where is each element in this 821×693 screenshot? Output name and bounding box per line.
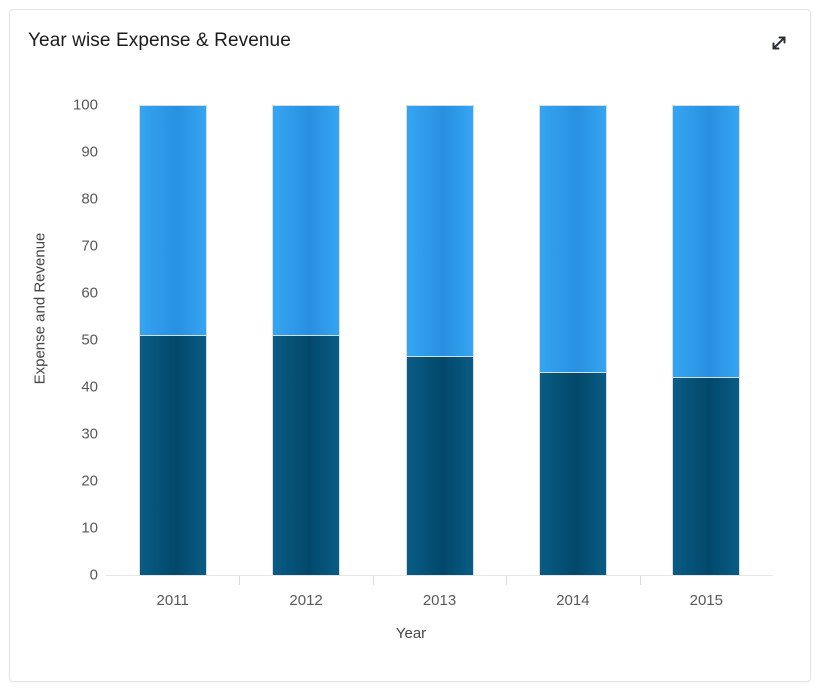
- bar-segment-expense-2014[interactable]: [538, 371, 607, 575]
- bar-group-2014[interactable]: [538, 105, 607, 575]
- x-axis-tick-mark: [506, 576, 508, 585]
- bar-group-2011[interactable]: [138, 105, 207, 575]
- bar-segment-revenue-2014[interactable]: [538, 105, 607, 372]
- bar-segment-expense-2015[interactable]: [672, 376, 741, 575]
- bar-segment-revenue-2015[interactable]: [672, 105, 741, 377]
- bar-segment-revenue-2011[interactable]: [138, 105, 207, 336]
- x-axis-tick-label: 2014: [556, 592, 590, 609]
- bar-group-2015[interactable]: [672, 105, 741, 575]
- expand-icon[interactable]: [762, 26, 796, 60]
- chart-plot-area: Expense and Revenue 0 10 20 30 40 50 60 70 80 90 1…: [10, 10, 812, 683]
- y-axis-tick-label: 70: [81, 237, 98, 255]
- x-axis-tick-mark: [372, 576, 374, 585]
- y-axis-tick-label: 10: [81, 519, 98, 537]
- x-axis-tick-label: 2013: [422, 592, 457, 609]
- x-axis-title: Year: [395, 625, 427, 642]
- bar-segment-expense-2013[interactable]: [405, 356, 474, 575]
- y-axis-tick-label: 50: [81, 331, 98, 349]
- y-axis-tick-label: 40: [81, 378, 98, 396]
- x-axis-tick-label: 2012: [289, 592, 323, 609]
- y-axis-ticks: 0 10 20 30 40 50 60 70 80 90 100: [38, 10, 98, 683]
- chart-card: Year wise Expense & Revenue Expense and …: [9, 9, 811, 682]
- bar-segment-expense-2011[interactable]: [138, 335, 207, 575]
- bar-group-2012[interactable]: [272, 105, 341, 575]
- y-axis-tick-label: 90: [81, 143, 98, 161]
- x-axis-tick-label: 2011: [156, 592, 189, 609]
- x-axis-tick-mark: [639, 576, 641, 585]
- y-axis-tick-label: 60: [81, 284, 98, 302]
- bar-segment-revenue-2012[interactable]: [272, 105, 341, 336]
- y-axis-tick-label: 100: [72, 96, 98, 114]
- x-axis-tick-label: 2015: [689, 592, 723, 609]
- y-axis-tick-label: 30: [81, 425, 98, 443]
- y-axis-tick-label: 0: [89, 566, 98, 584]
- y-axis-tick-label: 20: [81, 472, 98, 490]
- bar-segment-expense-2012[interactable]: [272, 335, 341, 575]
- x-axis-line: [106, 575, 773, 576]
- x-axis-tick-mark: [239, 576, 241, 585]
- page-title: Year wise Expense & Revenue: [28, 30, 291, 51]
- y-axis-tick-label: 80: [81, 190, 98, 208]
- bar-group-2013[interactable]: [405, 105, 474, 575]
- bar-segment-revenue-2013[interactable]: [405, 105, 474, 357]
